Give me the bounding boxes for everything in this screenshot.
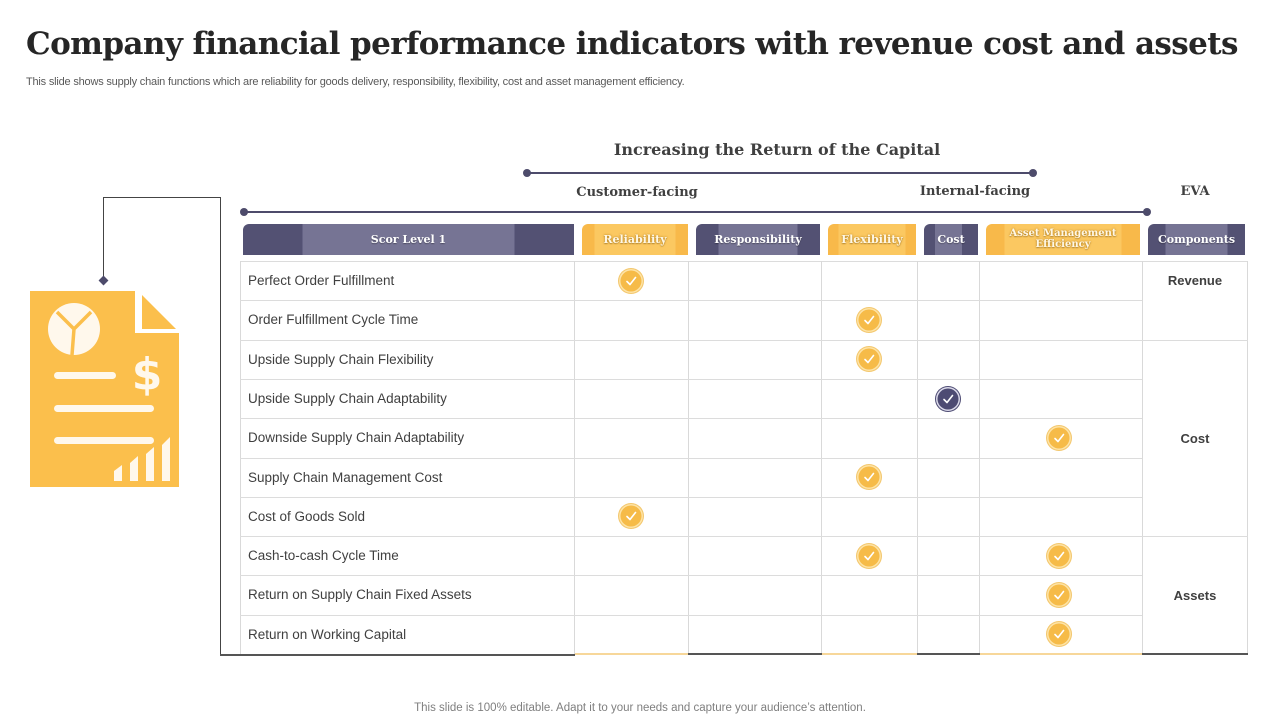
row-divider <box>240 340 1248 341</box>
table-border <box>240 261 1248 262</box>
column-underline <box>980 653 1142 655</box>
capital-return-label: Increasing the Return of the Capital <box>613 140 941 159</box>
column-header-label: Reliability <box>603 232 667 246</box>
row-divider <box>240 575 1142 576</box>
checkmark-icon <box>857 347 881 372</box>
column-divider <box>917 261 918 654</box>
capital-bracket-line <box>527 172 1033 174</box>
page-subtitle: This slide shows supply chain functions … <box>26 76 685 88</box>
column-header-label: Components <box>1157 232 1236 246</box>
column-underline <box>688 653 822 655</box>
column-header-cost: Cost <box>924 224 978 255</box>
connector-diamond <box>98 275 109 286</box>
page-title: Company financial performance indicators… <box>26 26 1238 62</box>
component-cost: Cost <box>1180 431 1210 446</box>
column-underline <box>917 653 980 655</box>
checkmark-icon <box>1047 543 1071 568</box>
column-underline <box>575 653 688 655</box>
groups-dot-left <box>240 208 248 216</box>
row-divider <box>240 418 1142 419</box>
checkmark-icon <box>1047 425 1071 450</box>
metric-label: Downside Supply Chain Adaptability <box>248 430 465 446</box>
bracket-dot-right <box>1029 169 1037 177</box>
column-header-label: Flexibility <box>841 232 903 246</box>
customer-facing-label: Customer-facing <box>576 185 698 200</box>
eva-label: EVA <box>1180 184 1210 199</box>
metric-label: Upside Supply Chain Adaptability <box>248 390 447 406</box>
column-header-asset-management: Asset Management Efficiency <box>986 224 1140 255</box>
column-divider <box>574 261 575 654</box>
column-header-responsibility: Responsibility <box>696 224 820 255</box>
connector-line <box>103 197 221 198</box>
footer-note: This slide is 100% editable. Adapt it to… <box>414 702 866 714</box>
row-divider <box>240 458 1142 459</box>
metric-label: Upside Supply Chain Flexibility <box>248 351 434 367</box>
checkmark-icon <box>619 504 643 529</box>
checkmark-icon <box>1047 583 1071 608</box>
column-underline <box>822 653 917 655</box>
checkmark-icon <box>857 543 881 568</box>
row-divider <box>240 497 1142 498</box>
metric-label: Order Fulfillment Cycle Time <box>248 312 419 328</box>
metric-label: Perfect Order Fulfillment <box>248 273 395 288</box>
svg-text:$: $ <box>132 349 163 400</box>
checkmark-icon <box>1047 622 1071 647</box>
bracket-dot-left <box>523 169 531 177</box>
connector-line <box>220 197 221 655</box>
metric-label: Cash-to-cash Cycle Time <box>248 548 399 564</box>
row-divider <box>240 300 1142 301</box>
row-divider <box>240 536 1248 537</box>
checkmark-icon <box>936 386 960 411</box>
column-header-components: Components <box>1148 224 1245 255</box>
row-divider <box>240 615 1142 616</box>
metric-label: Return on Working Capital <box>248 626 407 642</box>
component-assets: Assets <box>1173 588 1217 603</box>
checkmark-icon <box>857 307 881 332</box>
column-divider <box>979 261 980 654</box>
metric-label: Return on Supply Chain Fixed Assets <box>248 587 472 603</box>
column-header-flexibility: Flexibility <box>828 224 916 255</box>
connector-line <box>103 197 104 280</box>
connector-line <box>220 654 575 656</box>
table-border <box>240 261 241 654</box>
kpi-table: Revenue Cost Assets Perfect Order Fulfil… <box>240 261 1248 654</box>
metric-label: Cost of Goods Sold <box>248 508 366 524</box>
column-header-reliability: Reliability <box>582 224 688 255</box>
metric-label: Supply Chain Management Cost <box>248 469 443 485</box>
groups-bracket-line <box>244 211 1147 213</box>
column-underline <box>1142 653 1248 655</box>
groups-dot-right <box>1143 208 1151 216</box>
table-border <box>1247 261 1248 654</box>
checkmark-icon <box>857 465 881 490</box>
column-header-label: Asset Management Efficiency <box>1009 228 1117 250</box>
column-header-label: Responsibility <box>714 232 802 246</box>
column-header-label: Cost <box>937 232 965 246</box>
column-divider <box>1142 261 1143 654</box>
component-revenue: Revenue <box>1167 273 1223 288</box>
row-divider <box>240 379 1142 380</box>
column-divider <box>688 261 689 654</box>
column-header-scor-level: Scor Level 1 <box>243 224 574 255</box>
column-header-label: Scor Level 1 <box>370 232 447 246</box>
column-divider <box>821 261 822 654</box>
financial-report-document-icon: $ <box>30 291 179 487</box>
checkmark-icon <box>619 268 643 293</box>
internal-facing-label: Internal-facing <box>919 184 1031 199</box>
